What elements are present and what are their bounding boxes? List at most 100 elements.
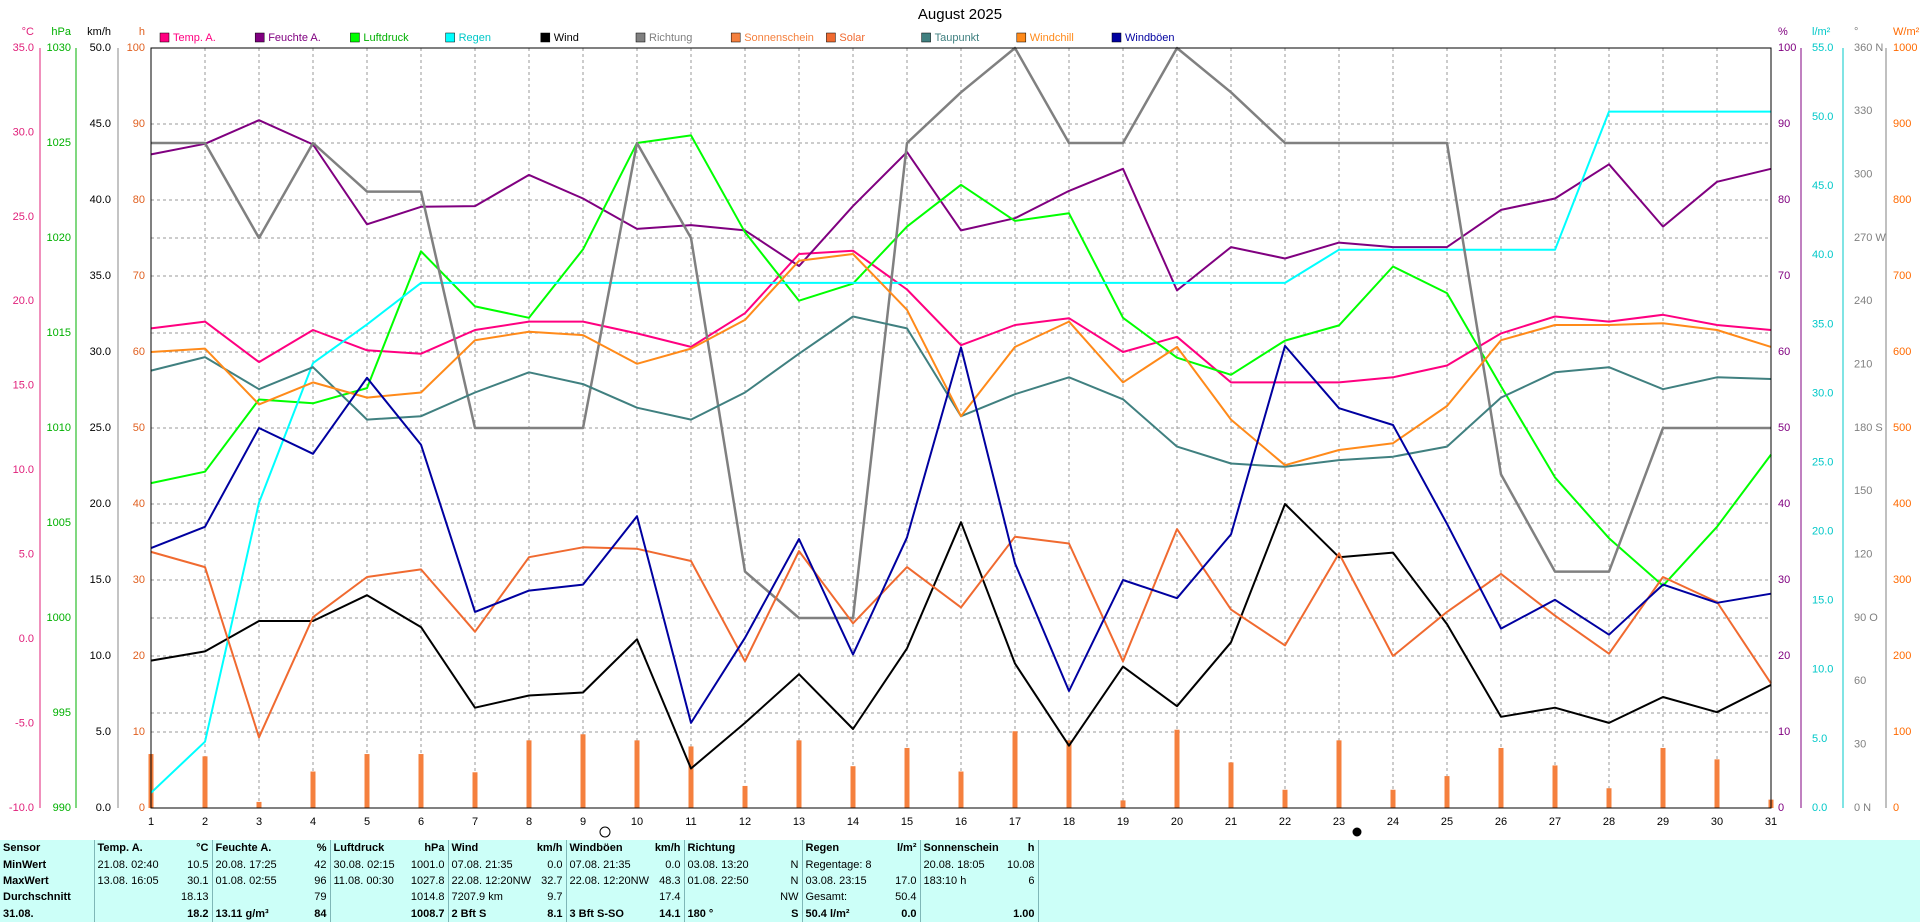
lines (150, 46, 1772, 794)
axis-unit: l/m² (1812, 26, 1831, 38)
bar (1606, 788, 1612, 808)
x-tick-label: 17 (1009, 816, 1021, 828)
row-label: 31.08. (0, 905, 95, 922)
bar (364, 754, 370, 808)
y-tick-label: 1030 (47, 42, 71, 54)
x-tick-label: 13 (793, 816, 805, 828)
bar (1012, 731, 1018, 808)
x-tick-label: 26 (1495, 816, 1507, 828)
axis-unit: hPa (51, 26, 71, 38)
cell-right: 6 (1028, 874, 1035, 887)
table-cell: 7207.9 km 9.7 (448, 889, 567, 906)
y-tick-label: 40.0 (1812, 249, 1833, 261)
filler (1038, 856, 1920, 872)
cell-left: 13.08. 16:05 (97, 874, 159, 887)
cell-left: 22.08. 12:20NW (451, 874, 532, 887)
table-cell: NW (684, 889, 803, 906)
table-cell: 50.4 l/m² 0.0 (802, 905, 921, 922)
table-cell: 18.2 (94, 905, 213, 922)
y-tick-label: 30.0 (90, 346, 111, 358)
table-cell: 183:10 h 6 (920, 872, 1039, 890)
bar (1552, 765, 1558, 808)
cell-row: 3 Bft S-SO 14.1 (570, 908, 681, 920)
cell-row: 20.08. 17:25 42 (216, 859, 327, 871)
stats-table: Sensor Temp. A. °C Feuchte A.% Luftdruck hPa W… (0, 840, 1920, 922)
y-tick-label: 100 (127, 42, 145, 54)
y-tick-label: 100 (1778, 42, 1796, 54)
y-tick-label: -10.0 (9, 802, 34, 814)
cell-right: 0.0 (665, 858, 681, 871)
y-tick-label: 35.0 (1812, 318, 1833, 330)
cell-right: 18.2 (187, 907, 209, 920)
table-cell: 07.08. 21:35 0.0 (566, 856, 685, 873)
filler (1038, 906, 1920, 922)
y-tick-label: 15.0 (90, 574, 111, 586)
table-cell: 21.08. 02:40 10.5 (94, 856, 213, 873)
table-cell: 1014.8 (330, 889, 449, 906)
x-tick-label: 21 (1225, 816, 1237, 828)
table-cell: 03.08. 23:15 17.0 (802, 872, 921, 890)
table-cell: 11.08. 00:30 1027.8 (330, 872, 449, 890)
cell-row: 07.08. 21:35 0.0 (570, 859, 681, 871)
cell-right: 50.4 (895, 891, 917, 904)
legend-label: Temp. A. (173, 32, 216, 44)
y-tick-label: 400 (1893, 498, 1911, 510)
y-tick-label: 40 (133, 498, 145, 510)
cell-left: 11.08. 00:30 (333, 874, 394, 887)
y-tick-label: 300 (1854, 169, 1872, 181)
y-tick-label: 5.0 (96, 726, 111, 738)
legend-swatch (254, 32, 265, 43)
y-tick-label: 0 (139, 802, 145, 814)
y-tick-label: 30 (1854, 739, 1866, 751)
x-tick-label: 18 (1063, 816, 1075, 828)
y-tick-label: 700 (1893, 270, 1911, 282)
filler (1038, 873, 1920, 889)
cell-right: 42 (314, 858, 327, 871)
axis-unit: ° (1854, 26, 1858, 38)
x-tick-label: 25 (1441, 816, 1453, 828)
x-tick-label: 2 (202, 816, 208, 828)
x-tick-label: 28 (1603, 816, 1615, 828)
cell-right: 8.1 (547, 907, 563, 920)
column-unit: l/m² (896, 842, 917, 855)
x-tick-label: 29 (1657, 816, 1669, 828)
series-line (151, 46, 1771, 620)
y-tick-label: 20 (1778, 650, 1790, 662)
y-tick-label: 200 (1893, 650, 1911, 662)
cell-left: 2 Bft S (451, 907, 487, 920)
cell-left: 3 Bft S-SO (569, 907, 624, 920)
cell-row: 13.11 g/m³ 84 (216, 908, 327, 920)
series-line (150, 528, 1772, 739)
y-tick-label: 1000 (47, 612, 71, 624)
y-tick-label: 10.0 (13, 464, 34, 476)
table-cell: 1.00 (920, 905, 1039, 922)
y-tick-label: 60 (133, 346, 145, 358)
cell-right: 18.13 (180, 891, 209, 904)
y-tick-label: 210 (1854, 359, 1872, 371)
series-line (150, 134, 1772, 587)
y-tick-label: 0 (1893, 802, 1899, 814)
x-tick-label: 20 (1171, 816, 1183, 828)
y-tick-label: 1005 (47, 517, 71, 529)
cell-row: 180 ° S (688, 908, 799, 920)
cell-row: 183:10 h 6 (924, 875, 1035, 887)
y-tick-label: 10.0 (1812, 664, 1833, 676)
cell-row: 18.13 (98, 891, 209, 903)
column-header: Sonnenschein h (920, 840, 1039, 857)
cell-left: 183:10 h (923, 874, 967, 887)
y-tick-label: 45.0 (1812, 180, 1833, 192)
bar (310, 771, 316, 808)
table-cell: 17.4 (566, 889, 685, 906)
cell-left: 30.08. 02:15 (333, 858, 395, 871)
column-unit: hPa (424, 842, 445, 855)
column-title: Temp. A. (97, 842, 143, 855)
y-tick-label: 70 (133, 270, 145, 282)
bar (1174, 729, 1180, 808)
column-header: Windböen km/h (566, 840, 685, 857)
cell-row: 01.08. 02:55 96 (216, 875, 327, 887)
legend-swatch (159, 32, 170, 43)
y-tick-label: 15.0 (1812, 595, 1833, 607)
bar (580, 734, 586, 808)
bar (1498, 747, 1504, 808)
cell-left: 180 ° (687, 907, 714, 920)
